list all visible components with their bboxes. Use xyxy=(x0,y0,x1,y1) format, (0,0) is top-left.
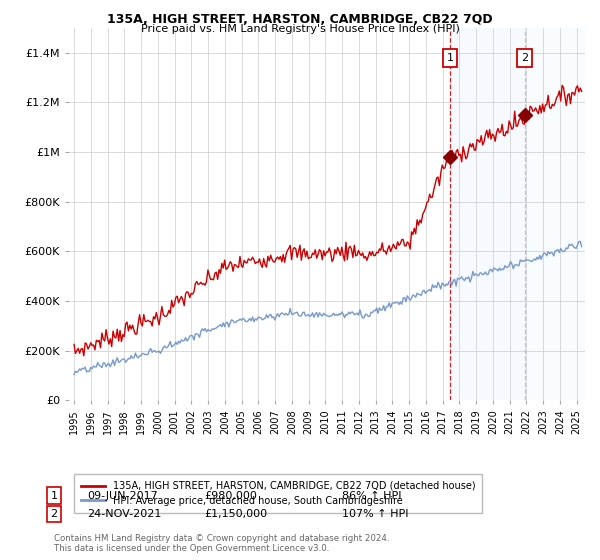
Text: 135A, HIGH STREET, HARSTON, CAMBRIDGE, CB22 7QD: 135A, HIGH STREET, HARSTON, CAMBRIDGE, C… xyxy=(107,13,493,26)
Text: 2: 2 xyxy=(50,509,58,519)
Text: Contains HM Land Registry data © Crown copyright and database right 2024.
This d: Contains HM Land Registry data © Crown c… xyxy=(54,534,389,553)
Bar xyxy=(450,28,524,400)
Text: Price paid vs. HM Land Registry's House Price Index (HPI): Price paid vs. HM Land Registry's House … xyxy=(140,24,460,34)
Text: 24-NOV-2021: 24-NOV-2021 xyxy=(87,509,161,519)
Bar xyxy=(524,28,585,400)
Text: £1,150,000: £1,150,000 xyxy=(204,509,267,519)
Text: 09-JUN-2017: 09-JUN-2017 xyxy=(87,491,158,501)
Text: 1: 1 xyxy=(50,491,58,501)
Text: 1: 1 xyxy=(446,53,454,63)
Text: 107% ↑ HPI: 107% ↑ HPI xyxy=(342,509,409,519)
Legend: 135A, HIGH STREET, HARSTON, CAMBRIDGE, CB22 7QD (detached house), HPI: Average p: 135A, HIGH STREET, HARSTON, CAMBRIDGE, C… xyxy=(74,474,482,512)
Text: 2: 2 xyxy=(521,53,528,63)
Text: 86% ↑ HPI: 86% ↑ HPI xyxy=(342,491,401,501)
Text: £980,000: £980,000 xyxy=(204,491,257,501)
